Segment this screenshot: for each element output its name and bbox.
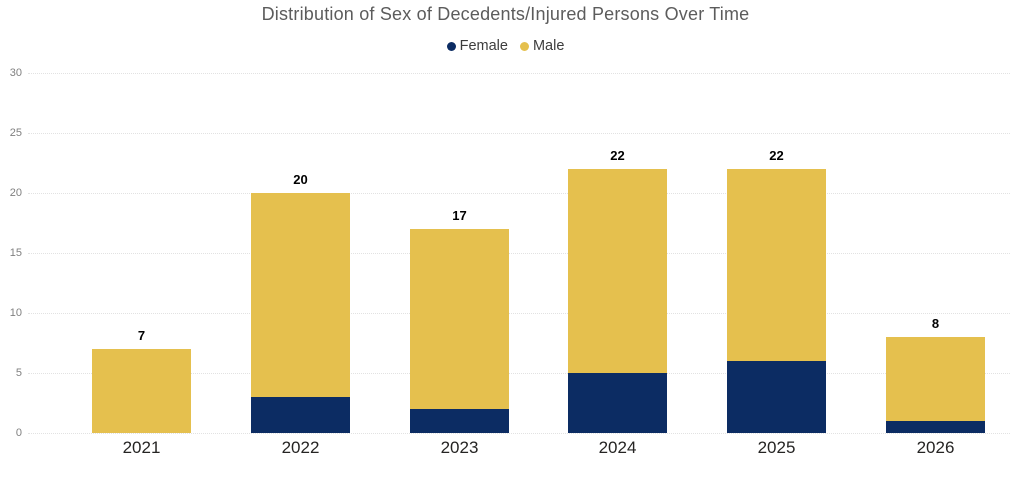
bar-segment-female-2022[interactable] [251, 397, 350, 433]
data-label-total-2025: 22 [769, 148, 784, 163]
y-axis-tick-label: 5 [15, 367, 22, 379]
x-axis-tick-label-2024: 2024 [598, 438, 637, 457]
legend-swatch-male-icon [519, 41, 529, 51]
x-axis-tick-label-2025: 2025 [757, 438, 796, 457]
x-axis-tick-label-2022: 2022 [281, 438, 320, 457]
data-label-total-2024: 22 [610, 148, 625, 163]
bar-segment-male-2021[interactable] [92, 349, 191, 433]
legend-item-male[interactable]: Male [519, 38, 565, 54]
bar-segment-female-2025[interactable] [727, 361, 826, 433]
legend: Female Male [0, 38, 1011, 54]
data-label-total-2021: 7 [137, 328, 146, 343]
gridline-y-10 [28, 313, 1010, 314]
data-label-total-2023: 17 [452, 208, 467, 223]
gridline-y-30 [28, 73, 1010, 74]
legend-item-female[interactable]: Female [446, 38, 508, 54]
y-axis-tick-label: 25 [9, 127, 22, 139]
gridline-y-15 [28, 253, 1010, 254]
bar-segment-female-2026[interactable] [886, 421, 985, 433]
legend-label-female: Female [459, 38, 508, 54]
x-axis-tick-label-2026: 2026 [916, 438, 955, 457]
x-axis-tick-label-2023: 2023 [440, 438, 479, 457]
y-axis-tick-label: 0 [15, 427, 22, 439]
y-axis-tick-label: 15 [9, 247, 22, 259]
bar-segment-female-2023[interactable] [410, 409, 509, 433]
bar-segment-male-2022[interactable] [251, 193, 350, 397]
y-axis-tick-label: 10 [9, 307, 22, 319]
bar-segment-male-2023[interactable] [410, 229, 509, 409]
bar-segment-male-2026[interactable] [886, 337, 985, 421]
data-label-total-2022: 20 [293, 172, 308, 187]
legend-label-male: Male [532, 38, 565, 54]
data-label-total-2026: 8 [931, 316, 940, 331]
legend-swatch-female-icon [446, 41, 456, 51]
gridline-y-5 [28, 373, 1010, 374]
bar-segment-female-2024[interactable] [568, 373, 667, 433]
gridline-y-20 [28, 193, 1010, 194]
y-axis-tick-label: 20 [9, 187, 22, 199]
gridline-y-0 [28, 433, 1010, 434]
y-axis-tick-label: 30 [9, 67, 22, 79]
bar-segment-male-2024[interactable] [568, 169, 667, 373]
gridline-y-25 [28, 133, 1010, 134]
bar-segment-male-2025[interactable] [727, 169, 826, 361]
chart-title: Distribution of Sex of Decedents/Injured… [261, 4, 750, 24]
x-axis-tick-label-2021: 2021 [122, 438, 161, 457]
